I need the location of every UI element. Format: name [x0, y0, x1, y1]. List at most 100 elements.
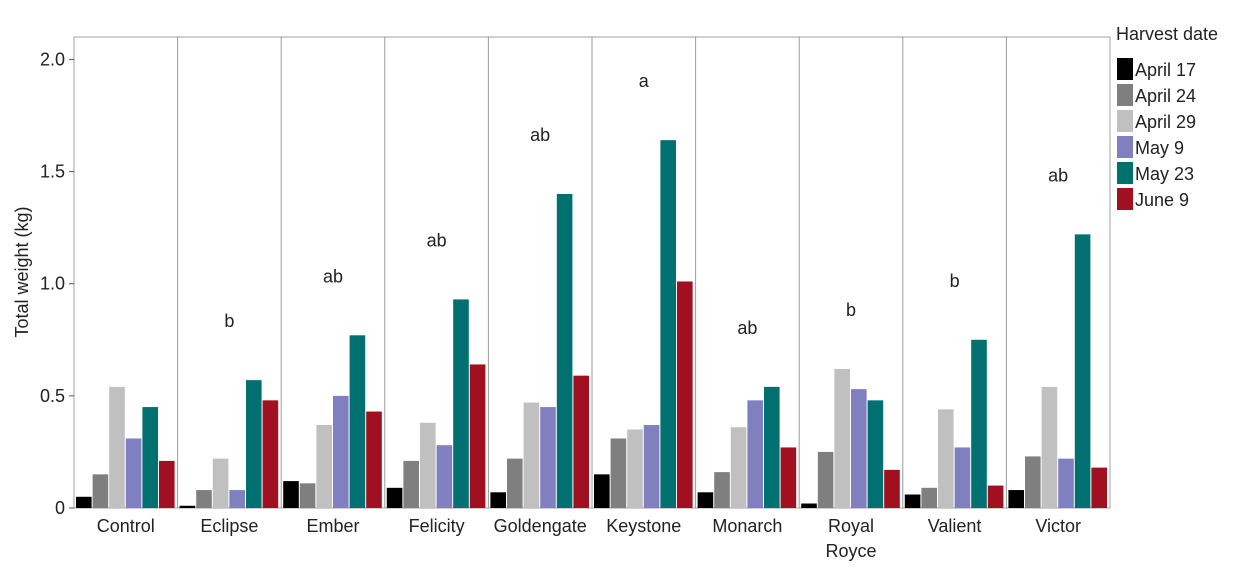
- bar: [316, 425, 332, 508]
- bar: [884, 469, 900, 508]
- bar: [453, 299, 469, 508]
- legend-swatch: [1117, 162, 1133, 184]
- bar: [262, 400, 279, 508]
- bar: [196, 490, 212, 508]
- x-tick-label: Goldengate: [494, 516, 587, 536]
- bar: [299, 483, 316, 508]
- y-tick-label: 1.0: [40, 274, 65, 294]
- y-tick-label: 0.5: [40, 386, 65, 406]
- y-axis-title: Total weight (kg): [12, 206, 32, 337]
- bar: [142, 407, 158, 508]
- bar: [764, 386, 780, 508]
- bar: [556, 194, 573, 508]
- legend: Harvest date April 17 April 24 April 29 May…: [1116, 24, 1218, 210]
- bar: [212, 458, 229, 508]
- bar: [469, 364, 486, 508]
- bar: [573, 375, 589, 508]
- bar: [76, 496, 92, 508]
- x-tick-label: Monarch: [712, 516, 782, 536]
- bar: [904, 494, 921, 508]
- bar: [834, 368, 850, 508]
- x-tick-label: Royce: [825, 541, 876, 561]
- significance-letter: ab: [1048, 165, 1068, 185]
- legend-label: April 29: [1135, 112, 1196, 132]
- bar: [436, 445, 453, 508]
- bar: [851, 389, 867, 508]
- bar: [229, 490, 245, 508]
- bar: [125, 438, 142, 508]
- significance-letter: ab: [323, 266, 343, 286]
- bar: [643, 425, 660, 508]
- bar: [867, 400, 884, 508]
- bar: [420, 422, 436, 508]
- x-tick-label: Victor: [1035, 516, 1081, 536]
- bar: [1058, 458, 1074, 508]
- bar: [817, 451, 834, 508]
- bar: [677, 281, 693, 508]
- significance-letter: b: [224, 311, 234, 331]
- bar: [159, 460, 175, 508]
- bar: [283, 481, 299, 508]
- x-tick-label: Royal: [828, 516, 874, 536]
- bar: [246, 380, 262, 508]
- bar: [971, 339, 987, 508]
- bar: [594, 474, 610, 508]
- significance-letter: ab: [737, 318, 757, 338]
- legend-swatch: [1117, 188, 1133, 210]
- bar: [714, 472, 730, 508]
- significance-letter: ab: [530, 125, 550, 145]
- legend-label: April 17: [1135, 60, 1196, 80]
- legend-label: June 9: [1135, 190, 1189, 210]
- bar: [507, 458, 523, 508]
- x-tick-label: Felicity: [409, 516, 465, 536]
- y-tick-label: 0: [55, 498, 65, 518]
- legend-swatch: [1117, 136, 1133, 158]
- y-tick-label: 2.0: [40, 49, 65, 69]
- bar: [349, 335, 366, 508]
- bar: [697, 492, 714, 508]
- bar: [921, 487, 937, 508]
- bar: [938, 409, 954, 508]
- bar: [490, 492, 506, 508]
- bar: [954, 447, 971, 508]
- significance-letter: ab: [427, 230, 447, 250]
- x-tick-label: Eclipse: [200, 516, 258, 536]
- significance-letter: b: [950, 271, 960, 291]
- bar: [610, 438, 627, 508]
- bar: [747, 400, 763, 508]
- legend-label: May 23: [1135, 164, 1194, 184]
- bar: [92, 474, 109, 508]
- bar: [179, 505, 196, 508]
- bar: [1091, 467, 1107, 508]
- bar: [1008, 490, 1024, 508]
- legend-swatch: [1117, 84, 1133, 106]
- x-tick-label: Control: [97, 516, 155, 536]
- bar: [366, 411, 382, 508]
- legend-title: Harvest date: [1116, 24, 1218, 44]
- significance-letter: b: [846, 300, 856, 320]
- bar: [109, 386, 125, 508]
- legend-swatch: [1117, 58, 1133, 80]
- x-tick-label: Valient: [928, 516, 982, 536]
- bar: [540, 407, 556, 508]
- bar: [523, 402, 540, 508]
- bar: [780, 447, 797, 508]
- x-tick-label: Keystone: [606, 516, 681, 536]
- legend-swatch: [1117, 110, 1133, 132]
- x-tick-label: Ember: [306, 516, 359, 536]
- bar: [1041, 386, 1058, 508]
- y-tick-label: 1.5: [40, 162, 65, 182]
- bar: [987, 485, 1004, 508]
- bar: [333, 395, 349, 508]
- bar: [1074, 234, 1091, 508]
- bar: [627, 429, 643, 508]
- bar: [801, 503, 817, 508]
- bar: [1025, 456, 1041, 508]
- significance-letter: a: [639, 71, 650, 91]
- bar: [730, 427, 747, 508]
- legend-label: April 24: [1135, 86, 1196, 106]
- bar: [660, 140, 676, 508]
- bar: [386, 487, 403, 508]
